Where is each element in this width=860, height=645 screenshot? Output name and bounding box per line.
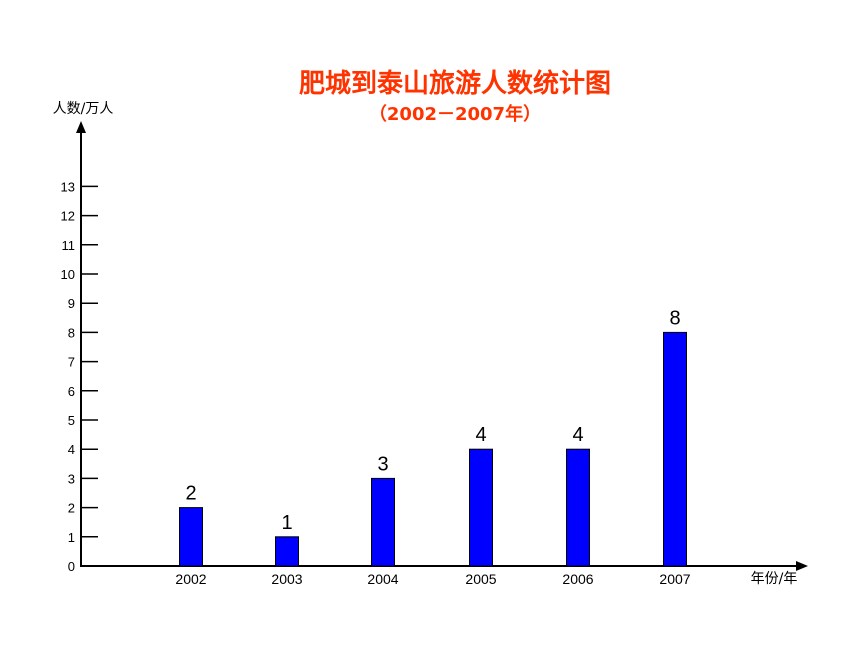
y-tick-label: 12 [61, 209, 75, 224]
y-axis-label: 人数/万人 [53, 101, 114, 117]
y-tick-label: 0 [68, 559, 75, 574]
y-tick-label: 13 [61, 179, 75, 194]
y-tick-label: 5 [68, 413, 75, 428]
data-label-2002: 2 [185, 483, 196, 505]
bar-2004 [371, 477, 395, 567]
x-categories: 2002 2003 2004 2005 2006 2007 [175, 571, 690, 587]
x-category-label: 2004 [367, 571, 398, 587]
x-category-label: 2003 [271, 571, 302, 587]
chart-title: 肥城到泰山旅游人数统计图 [299, 68, 611, 99]
y-tick-label: 9 [68, 296, 75, 311]
y-tick-label: 6 [68, 384, 75, 399]
bars [179, 331, 687, 567]
bar-2003 [275, 536, 299, 567]
y-tick-label: 4 [68, 442, 75, 457]
y-tick-label: 3 [68, 471, 75, 486]
x-category-label: 2007 [659, 571, 690, 587]
y-tick-label: 1 [68, 530, 75, 545]
data-label-2003: 1 [281, 512, 292, 534]
y-axis-arrow [76, 121, 86, 133]
x-axis-label: 年份/年 [751, 571, 798, 587]
x-category-label: 2002 [175, 571, 206, 587]
data-label-2007: 8 [669, 307, 680, 329]
data-labels: 2 1 3 4 4 8 [185, 307, 680, 533]
x-axis-arrow [796, 561, 808, 571]
data-label-2006: 4 [572, 424, 583, 446]
chart-subtitle: （2002－2007年） [369, 103, 541, 125]
bar-2002 [179, 507, 203, 567]
x-category-label: 2006 [562, 571, 593, 587]
data-label-2004: 3 [377, 453, 388, 475]
bar-2006 [566, 448, 590, 567]
y-tick-label: 10 [61, 267, 75, 282]
y-tick-label: 8 [68, 325, 75, 340]
bar-2007 [663, 331, 687, 567]
y-tick-label: 11 [62, 238, 76, 253]
bar-2005 [469, 448, 493, 567]
x-category-label: 2005 [465, 571, 496, 587]
data-label-2005: 4 [475, 424, 486, 446]
y-tick-label: 7 [68, 355, 75, 370]
y-tick-label: 2 [68, 501, 75, 516]
